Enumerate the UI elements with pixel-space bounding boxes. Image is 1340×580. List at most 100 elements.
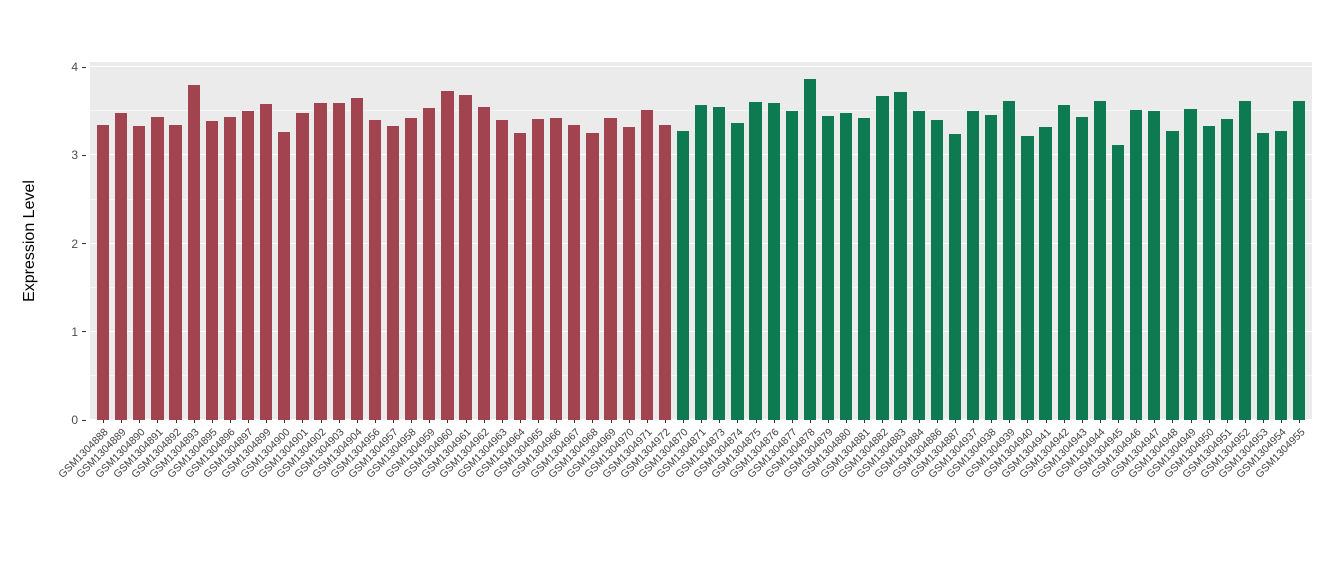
bar-GSM1304887 bbox=[948, 134, 962, 420]
x-tick-mark bbox=[1027, 420, 1029, 423]
bar-GSM1304943 bbox=[1075, 116, 1088, 420]
x-slot: GSM1304889 bbox=[75, 420, 130, 570]
x-tick-mark bbox=[157, 420, 159, 423]
bar-slot bbox=[710, 62, 728, 420]
x-tick-mark bbox=[1136, 420, 1138, 423]
bar-slot bbox=[964, 62, 982, 420]
bar-GSM1304972 bbox=[658, 124, 672, 420]
x-slot: GSM1304873 bbox=[673, 420, 728, 570]
x-tick-mark bbox=[1009, 420, 1011, 423]
bar-GSM1304877 bbox=[785, 111, 798, 420]
x-slot: GSM1304954 bbox=[1235, 420, 1290, 570]
x-slot: GSM1304972 bbox=[618, 420, 674, 570]
x-tick-mark bbox=[139, 420, 141, 423]
bar-GSM1304961 bbox=[459, 94, 472, 420]
x-slot: GSM1304963 bbox=[455, 420, 511, 570]
bar-GSM1304962 bbox=[477, 106, 490, 420]
x-tick-mark bbox=[374, 420, 376, 423]
x-tick-mark bbox=[1045, 420, 1047, 423]
x-slot: GSM1304965 bbox=[492, 420, 547, 570]
x-tick-mark bbox=[1226, 420, 1228, 423]
x-tick-mark bbox=[828, 420, 830, 423]
x-slot: GSM1304878 bbox=[763, 420, 819, 570]
bar-slot bbox=[837, 62, 855, 420]
x-tick-mark bbox=[483, 420, 485, 423]
bar-slot bbox=[511, 62, 529, 420]
bar-GSM1304881 bbox=[858, 117, 871, 420]
bar-slot bbox=[1145, 62, 1163, 420]
bar-slot bbox=[728, 62, 746, 420]
bar-slot bbox=[457, 62, 475, 420]
bar-slot bbox=[275, 62, 293, 420]
bar-GSM1304945 bbox=[1111, 144, 1125, 420]
x-slot: GSM1304956 bbox=[328, 420, 384, 570]
bar-slot bbox=[1018, 62, 1036, 420]
y-axis: 0 1 2 3 4 bbox=[0, 61, 90, 426]
bar-GSM1304954 bbox=[1275, 130, 1288, 420]
x-tick-mark bbox=[1190, 420, 1192, 423]
bar-GSM1304891 bbox=[151, 116, 164, 420]
y-tick-mark bbox=[82, 154, 86, 156]
bar-slot bbox=[1163, 62, 1181, 420]
bar-slot bbox=[928, 62, 946, 420]
x-slot: GSM1304895 bbox=[165, 420, 221, 570]
bar-GSM1304902 bbox=[314, 102, 327, 420]
bar-slot bbox=[203, 62, 221, 420]
y-tick-mark bbox=[82, 419, 86, 421]
bar-slot bbox=[692, 62, 710, 420]
x-slot: GSM1304971 bbox=[600, 420, 656, 570]
x-tick-mark bbox=[519, 420, 521, 423]
bars bbox=[90, 62, 1312, 420]
bar-slot bbox=[638, 62, 656, 420]
x-tick-mark bbox=[954, 420, 956, 423]
x-tick-mark bbox=[664, 420, 666, 423]
x-slot: GSM1304970 bbox=[582, 420, 638, 570]
bar-GSM1304871 bbox=[695, 105, 708, 420]
bar-slot bbox=[438, 62, 456, 420]
x-tick-mark bbox=[809, 420, 811, 423]
bar-GSM1304944 bbox=[1093, 100, 1107, 420]
x-slot: GSM1304900 bbox=[238, 420, 293, 570]
x-slot: GSM1304876 bbox=[727, 420, 783, 570]
plot-panel bbox=[90, 62, 1312, 420]
bar-slot bbox=[330, 62, 348, 420]
x-slot: GSM1304945 bbox=[1072, 420, 1127, 570]
bar-GSM1304889 bbox=[115, 113, 128, 420]
bar-slot bbox=[602, 62, 620, 420]
bar-GSM1304879 bbox=[821, 115, 835, 420]
bar-GSM1304950 bbox=[1202, 125, 1215, 420]
x-tick-mark bbox=[1281, 420, 1283, 423]
bar-GSM1304966 bbox=[550, 118, 563, 420]
bar-slot bbox=[257, 62, 275, 420]
bar-slot bbox=[747, 62, 765, 420]
x-tick-mark bbox=[918, 420, 920, 423]
x-tick-mark bbox=[1154, 420, 1156, 423]
x-tick-mark bbox=[211, 420, 213, 423]
x-slot: GSM1304871 bbox=[655, 420, 710, 570]
bar-GSM1304946 bbox=[1130, 109, 1143, 420]
bar-GSM1304940 bbox=[1021, 136, 1034, 420]
bar-GSM1304870 bbox=[676, 130, 690, 420]
x-tick-mark bbox=[574, 420, 576, 423]
x-tick-mark bbox=[356, 420, 358, 423]
bar-GSM1304955 bbox=[1293, 100, 1306, 420]
x-slot: GSM1304877 bbox=[745, 420, 801, 570]
x-tick-mark bbox=[1081, 420, 1083, 423]
x-slot: GSM1304966 bbox=[510, 420, 565, 570]
bar-slot bbox=[565, 62, 583, 420]
x-tick-mark bbox=[864, 420, 866, 423]
x-tick-mark bbox=[103, 420, 105, 423]
y-tick-mark bbox=[82, 331, 86, 333]
x-tick-mark bbox=[1172, 420, 1174, 423]
bar-slot bbox=[1127, 62, 1145, 420]
bar-slot bbox=[946, 62, 964, 420]
bar-GSM1304896 bbox=[223, 116, 237, 420]
bar-slot bbox=[656, 62, 674, 420]
x-slot: GSM1304948 bbox=[1126, 420, 1181, 570]
x-slot: GSM1304896 bbox=[183, 420, 239, 570]
x-slot: GSM1304955 bbox=[1253, 420, 1308, 570]
x-slot: GSM1304887 bbox=[908, 420, 964, 570]
x-tick-mark bbox=[719, 420, 721, 423]
x-slot: GSM1304944 bbox=[1053, 420, 1109, 570]
x-tick-mark bbox=[900, 420, 902, 423]
